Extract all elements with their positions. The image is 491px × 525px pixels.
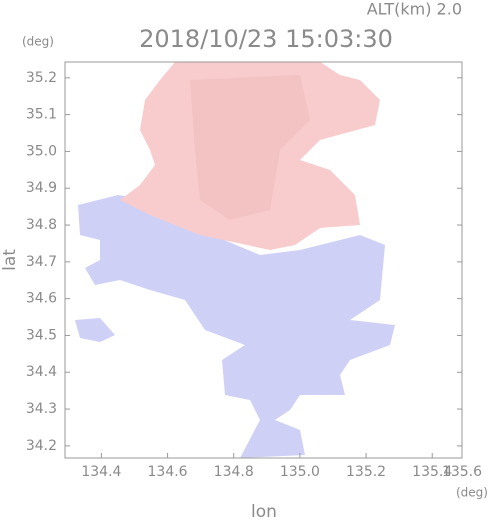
x-unit: (deg): [456, 486, 488, 500]
y-tick-label: 34.3: [26, 401, 57, 417]
x-tick-label: 134.6: [148, 464, 188, 480]
y-axis-label: lat: [0, 249, 20, 271]
x-tick-label: 134.8: [214, 464, 254, 480]
x-tick-label: 134.4: [81, 464, 121, 480]
x-tick-label: 135.4: [412, 464, 452, 480]
y-tick-label: 34.5: [26, 327, 57, 343]
y-tick-label: 34.6: [26, 291, 57, 307]
negative-velocity-area: [78, 195, 395, 458]
plot-frame: [64, 61, 463, 459]
x-tick-label: 135.0: [280, 464, 320, 480]
y-tick-label: 34.2: [26, 438, 57, 454]
y-tick-label: 35.0: [26, 143, 57, 159]
y-tick-label: 35.1: [26, 107, 57, 123]
y-tick-label: 34.7: [26, 254, 57, 270]
radar-field: [75, 62, 395, 458]
x-tick-label: 135.6: [442, 464, 482, 480]
x-tick-label: 135.2: [346, 464, 386, 480]
y-tick-label: 34.9: [26, 180, 57, 196]
positive-velocity-area: [190, 75, 310, 220]
altitude-label: ALT(km) 2.0: [367, 0, 462, 19]
y-tick-label: 34.8: [26, 217, 57, 233]
chart-title: 2018/10/23 15:03:30: [139, 25, 393, 53]
y-tick-label: 34.4: [26, 364, 57, 380]
x-axis-label: lon: [251, 502, 277, 521]
y-tick-label: 35.2: [26, 70, 57, 86]
negative-velocity-area: [75, 318, 115, 342]
y-unit: (deg): [22, 35, 54, 49]
